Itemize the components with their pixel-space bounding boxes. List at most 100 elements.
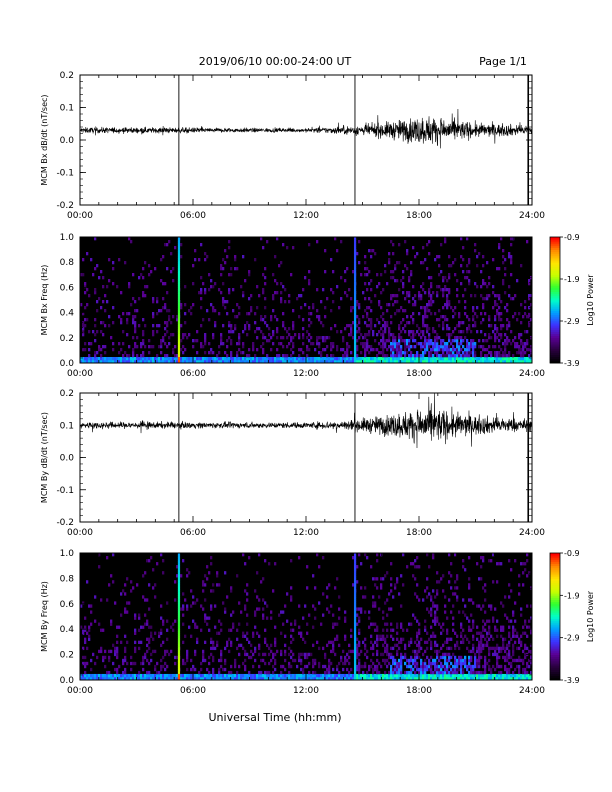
bx-spec-cell: [504, 342, 507, 346]
bx-spec-cell: [448, 357, 451, 361]
bx-spec-cell: [172, 351, 175, 355]
bx-spec-cell: [302, 342, 305, 346]
by-spec-cell: [416, 664, 419, 669]
bx-spec-cell: [248, 312, 251, 316]
by-spec-cell: [360, 607, 363, 611]
by-spec-cell: [264, 640, 267, 645]
by-spec-cell: [472, 670, 475, 675]
bx-spec-cell: [520, 339, 523, 343]
by-spec-cell: [210, 604, 213, 608]
by-spec-cell: [358, 631, 361, 635]
by-spec-cell: [470, 628, 473, 632]
by-spec-cell: [462, 673, 465, 678]
bx-spec-cell: [316, 309, 319, 313]
bx-spec-cell: [208, 351, 211, 355]
bx-spec-cell: [366, 357, 369, 361]
by-spec-cell: [242, 631, 245, 635]
bx-spec-cell: [456, 354, 459, 358]
bx-spec-cell: [100, 354, 103, 358]
bx-spec-cell: [396, 261, 399, 265]
bx-spec-cell: [444, 357, 447, 361]
bx-spec-cell: [200, 243, 203, 247]
bx-spec-cell: [216, 357, 219, 361]
bx-spec-cell: [358, 357, 361, 361]
bx-spec-cell: [272, 333, 275, 337]
bx-spec-cell: [258, 294, 261, 298]
bx-spec-cell: [402, 351, 405, 355]
by-spec-cell: [200, 676, 203, 681]
bx-spec-cell: [316, 357, 319, 361]
by-spec-cell: [438, 622, 441, 626]
bx-spec-cell: [112, 348, 115, 352]
by-spec-cell: [468, 655, 471, 660]
bx-spec-cell: [434, 312, 437, 316]
by-spec-broadband-event: [177, 624, 181, 628]
by-spec-cell: [162, 673, 165, 678]
by-spec-cell: [338, 643, 341, 648]
bx-spec-cell: [182, 357, 185, 361]
bx-spec-cell: [446, 279, 449, 283]
by-spec-cell: [390, 667, 393, 672]
bx-spec-cell: [112, 360, 115, 364]
bx-spec-cell: [492, 360, 495, 364]
by-spec-cell: [526, 661, 529, 666]
bx-spec-cell: [160, 342, 163, 346]
bx-spec-cell: [482, 306, 485, 310]
bx-spec-cell: [284, 357, 287, 361]
bx-spec-cell: [302, 336, 305, 340]
by-spec-cell: [322, 556, 325, 560]
bx-spec-cell: [394, 267, 397, 271]
bx-spec-broadband-event: [353, 270, 357, 273]
by-spec-cell: [142, 655, 145, 660]
by-spec-cell: [416, 565, 419, 569]
by-spec-cell: [314, 586, 317, 590]
bx-spec-cell: [94, 288, 97, 292]
bx-spec-cell: [388, 357, 391, 361]
by-spec-broadband-event: [177, 563, 181, 566]
by-spec-cell: [368, 667, 371, 672]
bx-spec-cell: [392, 351, 395, 355]
by-spec-cell: [430, 664, 433, 669]
bx-spec-cell: [330, 354, 333, 358]
bx-spec-cell: [412, 318, 415, 322]
bx-spec-cell: [162, 297, 165, 301]
by-spec-cell: [332, 649, 335, 654]
by-spec-cell: [302, 676, 305, 681]
bx-spec-cell: [504, 267, 507, 271]
by-spec-cell: [374, 628, 377, 632]
bx-spec-cell: [364, 354, 367, 358]
bx-spec-cell: [166, 291, 169, 295]
bx-spec-cell: [250, 306, 253, 310]
bx-spec-cell: [506, 360, 509, 364]
by-spec-cell: [384, 661, 387, 666]
bx-spec-cell: [204, 291, 207, 295]
by-spec-cell: [480, 565, 483, 569]
by-spec-cell: [190, 676, 193, 681]
bx-spec-cell: [140, 360, 143, 364]
by-spec-cell: [496, 661, 499, 666]
bx-spec-cell: [458, 330, 461, 334]
bx-spec-cell: [104, 309, 107, 313]
by-spec-cell: [280, 610, 283, 614]
by-spec-cell: [420, 670, 423, 675]
by-spec-cell: [350, 676, 353, 681]
by-spec-cell: [312, 625, 315, 629]
bx-spec-cell: [428, 240, 431, 244]
bx-spec-cell: [418, 342, 421, 346]
by-spec-cell: [224, 610, 227, 614]
by-spec-colorbar-segment: [550, 559, 560, 562]
by-spec-cell: [308, 661, 311, 666]
bx-spec-cell: [134, 324, 137, 328]
bx-spec-cell: [138, 357, 141, 361]
bx-spec-cell: [150, 270, 153, 274]
bx-spec-colorbar-segment: [550, 279, 560, 282]
bx-spec-cell: [468, 282, 471, 286]
by-spec-cell: [244, 649, 247, 654]
by-spec-cell: [90, 622, 93, 626]
bx-spec-broadband-event: [353, 314, 357, 318]
bx-spec-cell: [518, 333, 521, 337]
by-spec-cell: [418, 670, 421, 675]
bx-spec-cell: [474, 354, 477, 358]
bx-spec-cell: [184, 303, 187, 307]
by-spec-cell: [384, 601, 387, 605]
